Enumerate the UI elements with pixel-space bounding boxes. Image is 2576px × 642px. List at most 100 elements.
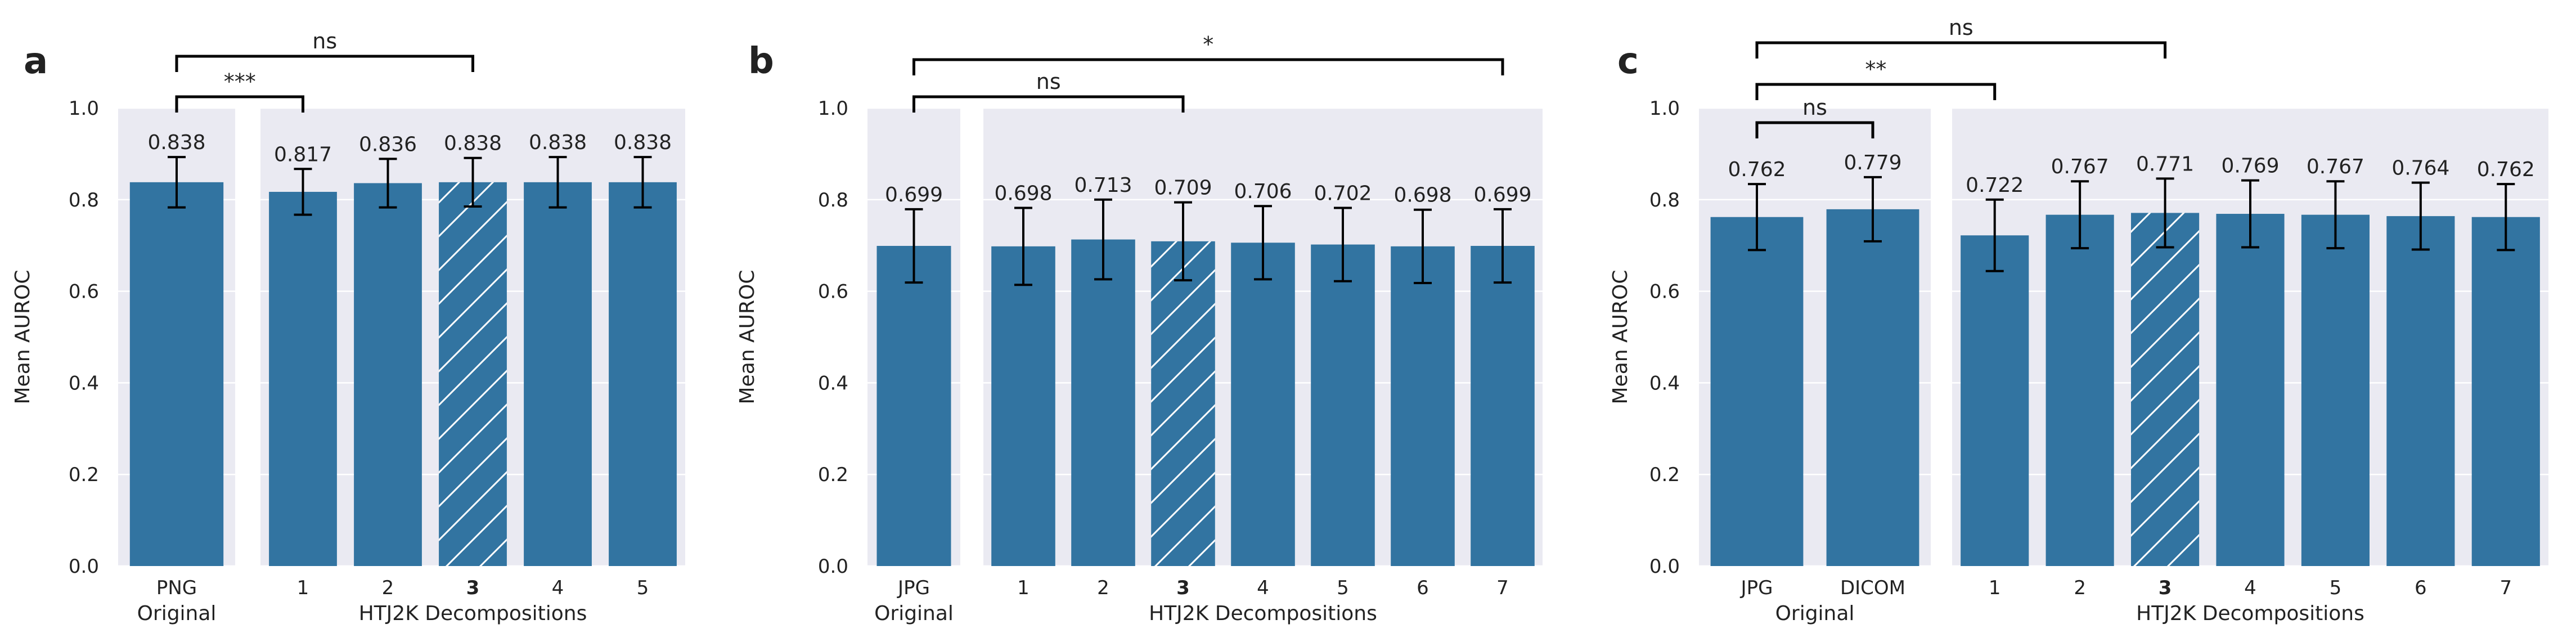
data-label: 0.699 xyxy=(1473,183,1531,206)
bar xyxy=(1391,246,1455,566)
x-tick-label: JPG xyxy=(897,577,930,599)
bar xyxy=(1471,246,1535,566)
y-tick-label: 1.0 xyxy=(1649,97,1680,120)
x-tick-label: 4 xyxy=(2244,577,2256,599)
bar xyxy=(2471,217,2540,566)
y-axis-label: Mean AUROC xyxy=(736,270,759,405)
significance-bracket: *** xyxy=(175,69,304,113)
bar xyxy=(2386,216,2455,566)
data-label: 0.817 xyxy=(274,143,332,166)
y-tick-label: 0.8 xyxy=(1649,189,1680,212)
y-tick-label: 0.6 xyxy=(818,281,848,303)
data-label: 0.713 xyxy=(1074,174,1132,197)
group-original: 0.699 JPG Original xyxy=(867,107,960,625)
significance-label: ** xyxy=(1865,57,1886,82)
significance-label: ns xyxy=(1949,15,1973,40)
x-tick-label: 6 xyxy=(2415,577,2427,599)
group-label: Original xyxy=(874,602,954,625)
bar-hatch xyxy=(1151,241,1215,566)
data-label: 0.771 xyxy=(2136,152,2194,176)
significance-bracket: ns xyxy=(1755,95,1874,138)
bar xyxy=(991,246,1055,566)
panel-letter: a xyxy=(24,41,48,82)
data-label: 0.762 xyxy=(2477,158,2535,181)
significance-label: * xyxy=(1203,32,1213,57)
bar xyxy=(2216,214,2285,566)
bracket-line xyxy=(912,58,1504,75)
group-label: HTJ2K Decompositions xyxy=(359,602,587,625)
x-tick-label: 5 xyxy=(637,577,649,599)
x-tick-label: JPG xyxy=(1740,577,1773,599)
bracket-line xyxy=(1755,83,1997,100)
y-tick-label: 0.0 xyxy=(818,555,848,578)
panel-letter: b xyxy=(748,41,774,82)
data-label: 0.698 xyxy=(994,182,1052,205)
y-tick-label: 0.8 xyxy=(818,189,848,212)
bracket-line xyxy=(1755,121,1874,138)
significance-bracket: * xyxy=(912,32,1504,75)
x-tick-label: 3 xyxy=(466,577,480,599)
bar xyxy=(609,182,677,566)
y-tick-label: 0.0 xyxy=(1649,555,1680,578)
x-tick-label: 2 xyxy=(382,577,394,599)
data-label: 0.769 xyxy=(2221,155,2279,178)
y-tick-label: 1.0 xyxy=(69,97,99,120)
x-tick-label: 3 xyxy=(2159,577,2172,599)
x-tick-label: 4 xyxy=(1257,577,1269,599)
x-tick-label: 2 xyxy=(1097,577,1109,599)
data-label: 0.836 xyxy=(359,133,417,156)
significance-label: ns xyxy=(1802,95,1827,120)
x-tick-label: 5 xyxy=(1337,577,1349,599)
bar xyxy=(1961,235,2029,566)
bar xyxy=(1231,243,1295,566)
group-original: 0.762 JPG 0.779 DICOM Original xyxy=(1699,107,1931,625)
data-label: 0.722 xyxy=(1966,174,2024,197)
significance-bracket: ns xyxy=(1755,15,2167,59)
y-tick-label: 0.4 xyxy=(818,372,848,394)
group-htj2k: 0.698 1 0.713 2 0.709 3 0.706 4 0.702 5 0.698 6 0.69… xyxy=(983,107,1543,625)
bracket-line xyxy=(175,95,304,113)
significance-bracket: ** xyxy=(1755,57,1997,100)
y-tick-label: 0.0 xyxy=(69,555,99,578)
y-tick-label: 1.0 xyxy=(818,97,848,120)
bar xyxy=(2301,214,2370,566)
bar xyxy=(1826,209,1919,566)
data-label: 0.702 xyxy=(1314,182,1372,205)
bar-hatch xyxy=(2131,213,2200,566)
panel-a: a 0.0 0.2 0.4 0.6 0.8 1.0 Mean AUROC 0.838 PNG Ori… xyxy=(11,29,685,625)
y-tick-label: 0.2 xyxy=(69,464,99,486)
group-label: HTJ2K Decompositions xyxy=(1149,602,1377,625)
bar xyxy=(2045,214,2114,566)
data-label: 0.838 xyxy=(529,131,587,154)
bar xyxy=(269,191,337,566)
x-tick-label: 4 xyxy=(552,577,564,599)
bar xyxy=(354,183,422,567)
panel-letter: c xyxy=(1617,41,1639,82)
group-label: Original xyxy=(137,602,217,625)
data-label: 0.762 xyxy=(1728,158,1786,181)
data-label: 0.779 xyxy=(1844,151,1901,174)
bar xyxy=(129,182,224,566)
bracket-line xyxy=(912,95,1185,113)
bracket-line xyxy=(175,55,474,72)
y-tick-label: 0.6 xyxy=(69,281,99,303)
data-label: 0.709 xyxy=(1154,177,1212,200)
data-label: 0.838 xyxy=(147,131,205,154)
data-label: 0.699 xyxy=(885,183,943,206)
bar xyxy=(1710,217,1804,566)
y-axis-label: Mean AUROC xyxy=(1609,270,1632,405)
y-tick-label: 0.2 xyxy=(1649,464,1680,486)
bar xyxy=(1071,239,1135,566)
data-label: 0.698 xyxy=(1393,184,1451,207)
significance-bracket: ns xyxy=(175,29,474,72)
x-tick-label: 1 xyxy=(1989,577,2001,599)
bar xyxy=(876,246,951,566)
y-tick-label: 0.4 xyxy=(69,372,99,394)
y-axis-label: Mean AUROC xyxy=(11,270,34,405)
group-original: 0.838 PNG Original xyxy=(118,107,235,625)
x-tick-label: 2 xyxy=(2074,577,2086,599)
data-label: 0.767 xyxy=(2307,155,2364,178)
x-tick-label: 5 xyxy=(2330,577,2342,599)
significance-label: ns xyxy=(312,29,337,53)
